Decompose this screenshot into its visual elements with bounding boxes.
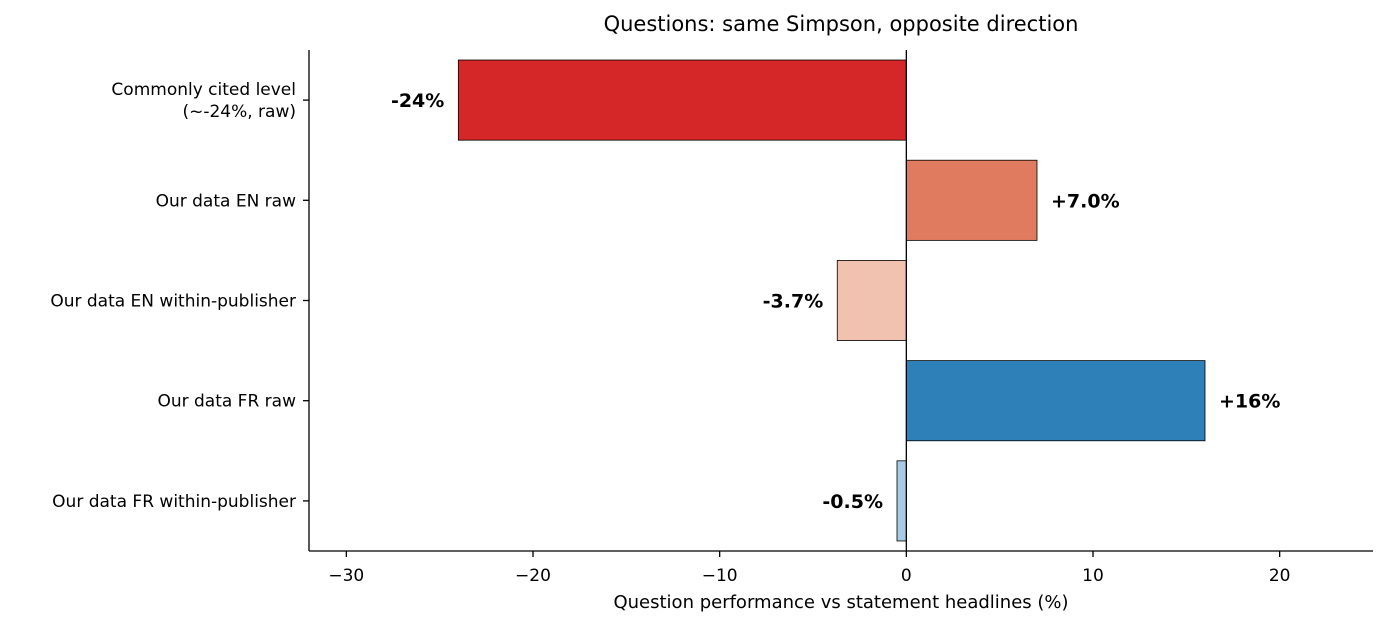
data-labels: -24% +7.0% -3.7% +16% -0.5%	[391, 90, 1280, 513]
x-tick-label: −20	[515, 566, 551, 586]
value-label: -24%	[391, 90, 444, 112]
category-label: Our data FR within-publisher	[52, 492, 296, 512]
x-tick-label: 20	[1269, 566, 1291, 586]
chart-title: Questions: same Simpson, opposite direct…	[604, 12, 1079, 36]
category-label: Our data FR raw	[157, 392, 296, 412]
x-axis-label: Question performance vs statement headli…	[613, 592, 1068, 613]
bar	[457, 59, 907, 141]
bar	[836, 260, 907, 341]
x-tick-label: −10	[702, 566, 738, 586]
value-label: +16%	[1219, 391, 1280, 413]
category-label: Our data EN within-publisher	[50, 292, 296, 312]
value-label: -0.5%	[822, 491, 883, 513]
bars-layer	[457, 59, 1206, 542]
x-tick-label: 0	[901, 566, 912, 586]
bar	[896, 460, 907, 542]
bar	[905, 360, 1206, 442]
value-label: +7.0%	[1051, 190, 1120, 212]
value-label: -3.7%	[763, 291, 824, 313]
x-tick-label: −30	[328, 566, 364, 586]
category-labels: Commonly cited level (~-24%, raw) Our data…	[50, 80, 296, 512]
category-label: Commonly cited level (~-24%, raw)	[111, 80, 296, 122]
bar	[905, 159, 1038, 241]
x-tick-label: 10	[1082, 566, 1104, 586]
ticks-layer: −30 −20 −10 0 10 20	[303, 99, 1291, 586]
category-label: Our data EN raw	[156, 191, 297, 211]
